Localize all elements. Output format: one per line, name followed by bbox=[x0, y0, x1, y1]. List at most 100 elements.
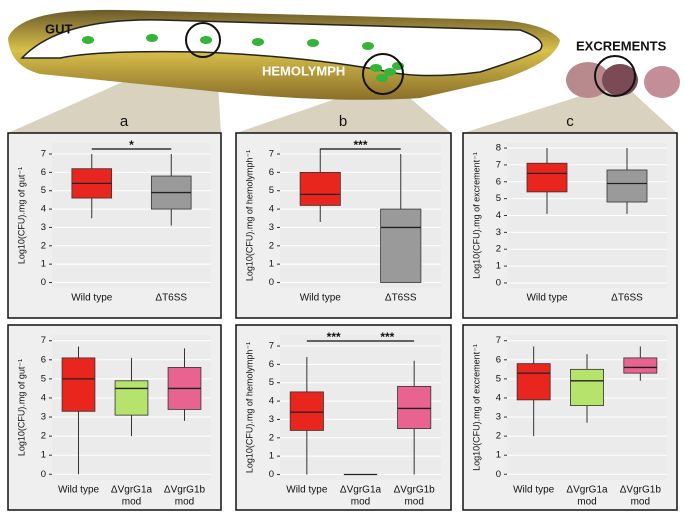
panel-label: a bbox=[120, 113, 129, 130]
y-tick-label: 3 bbox=[496, 412, 501, 423]
y-tick-label: 7 bbox=[269, 341, 274, 352]
plot-area bbox=[52, 143, 211, 288]
box bbox=[623, 357, 658, 374]
y-tick-label: 2 bbox=[41, 431, 46, 442]
y-tick-label: 4 bbox=[496, 210, 501, 221]
x-tick-label: mod bbox=[122, 497, 141, 508]
beam bbox=[463, 90, 677, 133]
y-tick-label: 5 bbox=[496, 193, 501, 204]
y-tick-label: 3 bbox=[269, 222, 274, 233]
box bbox=[516, 363, 551, 401]
hemolymph-label: HEMOLYMPH bbox=[262, 63, 345, 78]
y-tick-label: 7 bbox=[496, 159, 501, 170]
y-tick-label: 2 bbox=[269, 240, 274, 251]
x-tick-label: Wild type bbox=[513, 485, 555, 496]
y-tick-label: 1 bbox=[41, 259, 46, 270]
y-tick-label: 0 bbox=[269, 277, 274, 288]
significance-label: *** bbox=[327, 330, 341, 344]
y-tick-label: 7 bbox=[41, 149, 46, 160]
y-tick-label: 3 bbox=[496, 227, 501, 238]
y-tick-label: 6 bbox=[496, 176, 501, 187]
box bbox=[61, 357, 96, 412]
zoom-circle bbox=[185, 22, 221, 58]
y-tick-label: 7 bbox=[269, 149, 274, 160]
beam bbox=[236, 88, 451, 133]
x-tick-label: mod bbox=[577, 497, 596, 508]
x-tick-label: ΔVgrG1b bbox=[394, 485, 436, 496]
panel-label: c bbox=[566, 113, 574, 130]
excrement bbox=[644, 66, 680, 98]
y-tick-label: 2 bbox=[496, 244, 501, 255]
x-tick-label: Wild type bbox=[526, 293, 568, 304]
box bbox=[397, 385, 432, 430]
y-axis-label: Log10(CFU).mg of excrement⁻¹ bbox=[471, 152, 481, 279]
x-tick-label: ΔVgrG1a bbox=[340, 485, 382, 496]
x-tick-label: ΔVgrG1a bbox=[111, 485, 153, 496]
x-tick-label: Wild type bbox=[286, 485, 328, 496]
y-tick-label: 5 bbox=[496, 373, 501, 384]
zoom-circle bbox=[362, 53, 404, 95]
y-axis-label: Log10(CFU).mg of gut⁻¹ bbox=[16, 359, 26, 456]
y-tick-label: 6 bbox=[269, 359, 274, 370]
x-tick-label: Wild type bbox=[300, 293, 342, 304]
x-tick-label: mod bbox=[175, 497, 194, 508]
y-tick-label: 5 bbox=[269, 185, 274, 196]
box bbox=[289, 391, 324, 431]
x-tick-label: ΔVgrG1a bbox=[566, 485, 608, 496]
x-tick-label: ΔT6SS bbox=[385, 293, 417, 304]
y-tick-label: 4 bbox=[41, 204, 46, 215]
y-tick-label: 3 bbox=[41, 222, 46, 233]
y-tick-label: 1 bbox=[269, 259, 274, 270]
y-tick-label: 6 bbox=[41, 354, 46, 365]
y-tick-label: 2 bbox=[496, 431, 501, 442]
y-axis-label: Log10(CFU).mg of excrement⁻¹ bbox=[471, 344, 481, 471]
y-tick-label: 4 bbox=[269, 396, 274, 407]
excrement bbox=[602, 64, 638, 96]
y-tick-label: 4 bbox=[496, 392, 501, 403]
panel-label: b bbox=[339, 113, 347, 130]
y-tick-label: 3 bbox=[41, 412, 46, 423]
y-tick-label: 6 bbox=[496, 354, 501, 365]
excrements-label: EXCREMENTS bbox=[576, 38, 667, 53]
box bbox=[114, 380, 149, 416]
x-tick-label: Wild type bbox=[58, 485, 100, 496]
y-axis-label: Log10(CFU).mg of gut⁻¹ bbox=[16, 167, 26, 264]
box bbox=[299, 171, 341, 206]
y-tick-label: 1 bbox=[496, 450, 501, 461]
y-tick-label: 1 bbox=[496, 261, 501, 272]
y-tick-label: 0 bbox=[41, 277, 46, 288]
significance-label: *** bbox=[380, 330, 394, 344]
significance-label: *** bbox=[353, 138, 367, 152]
y-tick-label: 5 bbox=[269, 377, 274, 388]
y-tick-label: 1 bbox=[41, 450, 46, 461]
y-tick-label: 7 bbox=[41, 335, 46, 346]
y-tick-label: 4 bbox=[41, 392, 46, 403]
gut-label: GUT bbox=[45, 21, 73, 36]
y-axis-label: Log10(CFU).mg of hemolymph⁻¹ bbox=[244, 150, 254, 281]
y-tick-label: 0 bbox=[496, 277, 501, 288]
y-tick-label: 4 bbox=[269, 204, 274, 215]
y-tick-label: 8 bbox=[496, 143, 501, 154]
zoom-circle bbox=[594, 55, 636, 97]
y-tick-label: 0 bbox=[41, 469, 46, 480]
bacteria bbox=[82, 34, 404, 82]
y-tick-label: 3 bbox=[269, 414, 274, 425]
box bbox=[380, 208, 422, 283]
box bbox=[570, 368, 604, 406]
y-tick-label: 0 bbox=[269, 469, 274, 480]
y-tick-label: 0 bbox=[496, 469, 501, 480]
y-axis-label: Log10(CFU).mg of hemolymph⁻¹ bbox=[244, 342, 254, 473]
y-tick-label: 6 bbox=[269, 167, 274, 178]
y-tick-label: 2 bbox=[41, 240, 46, 251]
y-tick-label: 6 bbox=[41, 167, 46, 178]
x-tick-label: mod bbox=[631, 497, 650, 508]
x-tick-label: ΔVgrG1b bbox=[164, 485, 206, 496]
x-tick-label: mod bbox=[404, 497, 423, 508]
x-tick-label: mod bbox=[351, 497, 370, 508]
x-tick-label: Wild type bbox=[71, 293, 113, 304]
x-tick-label: ΔT6SS bbox=[611, 293, 643, 304]
y-tick-label: 5 bbox=[41, 373, 46, 384]
box bbox=[606, 169, 648, 203]
x-tick-label: ΔT6SS bbox=[155, 293, 187, 304]
